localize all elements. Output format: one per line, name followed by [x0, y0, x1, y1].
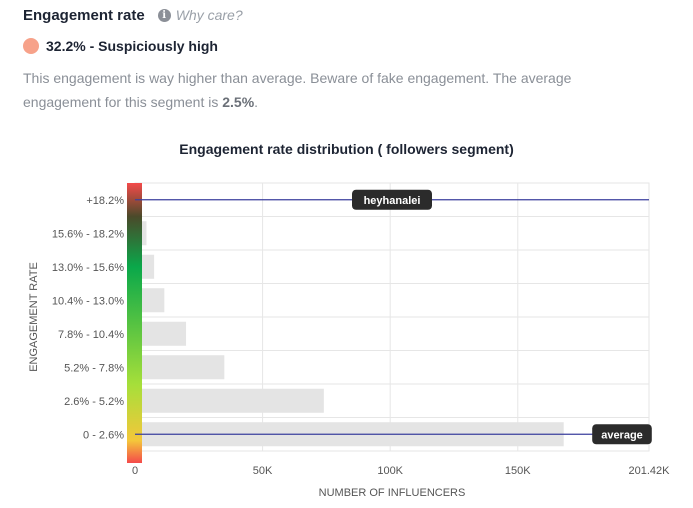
x-tick-label: 100K [377, 465, 403, 477]
engagement-description: This engagement is way higher than avera… [23, 66, 643, 114]
y-tick-label: 5.2% - 7.8% [64, 362, 124, 374]
why-care-link[interactable]: i Why care? [157, 7, 243, 23]
y-tick-label: 15.6% - 18.2% [52, 228, 124, 240]
engagement-title: Engagement rate [23, 6, 145, 24]
y-tick-label: 2.6% - 5.2% [64, 396, 124, 408]
x-axis-title: NUMBER OF INFLUENCERS [319, 487, 466, 499]
y-tick-label: 0 - 2.6% [83, 429, 124, 441]
color-scale-strip [127, 183, 142, 463]
engagement-header: Engagement rate i Why care? [23, 5, 243, 25]
status-dot [23, 38, 39, 54]
marker-badge [592, 424, 652, 445]
marker-badge [352, 189, 432, 210]
x-tick-label: 201.42K [629, 465, 671, 477]
chart-title: Engagement rate distribution ( followers… [179, 141, 514, 157]
why-care-label: Why care? [175, 7, 243, 23]
bar [135, 321, 187, 346]
bar [135, 388, 324, 413]
average-engagement-value: 2.5% [222, 94, 255, 110]
y-tick-label: 13.0% - 15.6% [52, 262, 124, 274]
y-axis-title: ENGAGEMENT RATE [28, 262, 40, 372]
marker-label: heyhanalei [364, 195, 421, 207]
y-tick-label: 7.8% - 10.4% [58, 329, 124, 341]
x-tick-label: 150K [505, 465, 531, 477]
y-tick-label: 10.4% - 13.0% [52, 295, 124, 307]
description-suffix: . [254, 94, 259, 110]
x-tick-label: 0 [132, 465, 138, 477]
y-tick-label: +18.2% [86, 195, 124, 207]
engagement-status: 32.2% - Suspiciously high [23, 37, 218, 55]
info-icon: i [157, 8, 171, 22]
status-label: 32.2% - Suspiciously high [46, 38, 218, 54]
marker-label: average [601, 429, 643, 441]
description-text: This engagement is way higher than avera… [23, 70, 572, 110]
bar [135, 355, 225, 380]
x-tick-label: 50K [253, 465, 273, 477]
